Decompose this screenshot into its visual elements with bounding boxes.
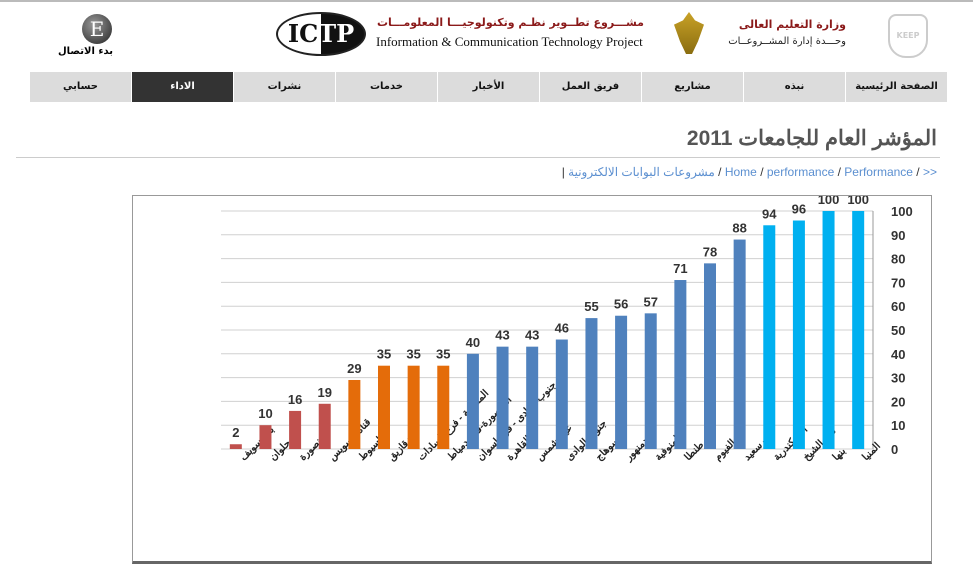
data-label: 43 (525, 328, 539, 343)
bar (674, 280, 687, 449)
nav-item[interactable]: حسابي (30, 72, 131, 102)
bar (792, 220, 805, 449)
egypt-eagle-icon (674, 12, 704, 54)
data-label: 35 (436, 347, 450, 362)
data-label: 16 (288, 392, 302, 407)
y-tick-label: 80 (891, 252, 905, 267)
bar (407, 365, 420, 449)
bar (289, 410, 302, 449)
data-label: 55 (584, 299, 598, 314)
data-label: 94 (762, 206, 777, 221)
nav-item[interactable]: نبذه (744, 72, 845, 102)
bar (733, 239, 746, 449)
data-label: 43 (495, 328, 509, 343)
bar (822, 211, 835, 449)
bar (496, 346, 509, 449)
data-label: 88 (732, 221, 746, 236)
y-tick-label: 90 (891, 228, 905, 243)
data-label: 56 (614, 297, 628, 312)
data-label: 35 (377, 347, 391, 362)
bar (555, 339, 568, 449)
breadcrumb-separator: / (834, 165, 845, 179)
connect-link[interactable]: بدء الاتصال (58, 46, 114, 57)
data-label: 100 (847, 196, 869, 207)
chart-container: 0 10 20 30 40 50 60 70 80 90 100 2 بنى سويف 10 حلوان 16… (132, 192, 932, 564)
data-label: 96 (792, 202, 806, 217)
breadcrumb-link[interactable]: Home (724, 165, 757, 179)
data-label: 19 (317, 385, 331, 400)
data-label: 78 (703, 244, 717, 259)
y-tick-label: 60 (891, 299, 905, 314)
project-title-ar: مشـــروع تطــوير نظـم وتكنولوجيـــا المع… (376, 16, 644, 29)
data-label: 100 (818, 196, 840, 207)
bar (852, 211, 865, 449)
breadcrumb-separator: / (756, 165, 767, 179)
project-title-en: Information & Communication Technology P… (376, 34, 643, 49)
connect-logo[interactable]: E (82, 14, 112, 44)
nav-item[interactable]: الاداء (132, 72, 233, 102)
nav-item[interactable]: الصفحة الرئيسية (846, 72, 947, 102)
y-tick-label: 10 (891, 418, 905, 433)
data-label: 57 (643, 294, 657, 309)
keep-logo: KEEP (888, 14, 928, 58)
main-nav: الصفحة الرئيسية نبذه مشاريع فريق العمل الأخب… (30, 72, 947, 102)
bar (229, 444, 242, 449)
breadcrumb: | مشروعات البوابات الالكترونية / Home / … (562, 165, 937, 179)
bar (644, 313, 657, 449)
ministry-name: وزارة التعليم العالى (738, 18, 846, 31)
bar (585, 318, 598, 449)
data-label: 71 (673, 261, 687, 276)
bar (437, 365, 450, 449)
bar (318, 403, 331, 449)
bar (466, 353, 479, 449)
bar (526, 346, 539, 449)
breadcrumb-prefix: >> (922, 165, 937, 179)
y-tick-label: 70 (891, 275, 905, 290)
y-tick-label: 20 (891, 394, 905, 409)
ictp-logo: ICTP (276, 12, 366, 56)
bar (259, 425, 272, 449)
breadcrumb-separator: / (912, 165, 923, 179)
data-label: 40 (466, 335, 480, 350)
nav-item[interactable]: نشرات (234, 72, 335, 102)
y-tick-label: 100 (891, 204, 913, 219)
breadcrumb-link[interactable]: مشروعات البوابات الالكترونية (568, 165, 715, 179)
nav-item[interactable]: خدمات (336, 72, 437, 102)
bar (348, 379, 361, 449)
bar (378, 365, 390, 449)
bar (615, 315, 628, 449)
nav-item[interactable]: فريق العمل (540, 72, 641, 102)
breadcrumb-link[interactable]: performance (766, 165, 835, 179)
breadcrumb-end: | (561, 165, 569, 179)
page-title: المؤشر العام للجامعات 2011 (686, 127, 937, 150)
data-label: 46 (555, 321, 569, 336)
bar (763, 225, 776, 449)
data-label: 35 (406, 347, 420, 362)
breadcrumb-link[interactable]: Performance (844, 165, 913, 179)
data-label: 2 (232, 425, 239, 440)
bar (704, 263, 716, 449)
nav-item[interactable]: مشاريع (642, 72, 743, 102)
y-tick-label: 0 (891, 442, 898, 457)
nav-item[interactable]: الأخبار (438, 72, 539, 102)
data-label: 10 (258, 406, 272, 421)
breadcrumb-separator: / (714, 165, 725, 179)
y-tick-label: 40 (891, 347, 905, 362)
y-tick-label: 30 (891, 371, 905, 386)
unit-name: وحـــدة إدارة المشــروعــات (728, 36, 846, 47)
data-label: 29 (347, 361, 361, 376)
divider (16, 157, 940, 158)
y-tick-label: 50 (891, 323, 905, 338)
